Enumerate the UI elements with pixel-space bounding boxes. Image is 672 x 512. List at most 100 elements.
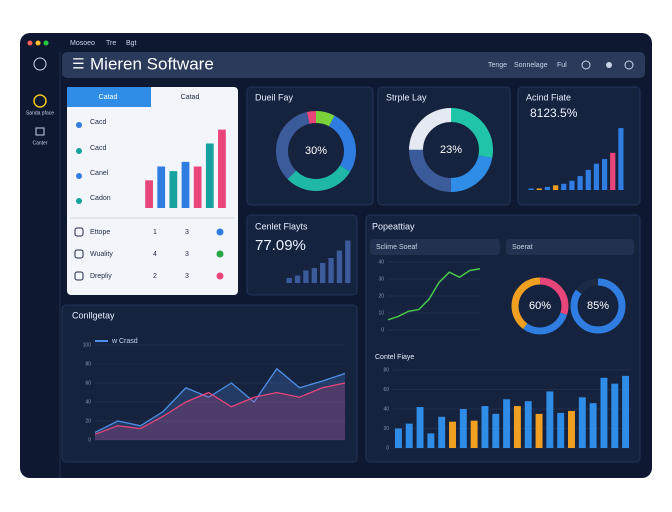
nav-label[interactable]: Canter [32, 140, 47, 146]
y-tick-label: 80 [85, 361, 91, 367]
item[interactable]: Cadon [90, 195, 111, 202]
menu-icon[interactable]: ☰ [72, 56, 85, 72]
bar [294, 275, 301, 283]
panel [61, 304, 358, 463]
panel [517, 86, 641, 206]
bar [394, 428, 402, 448]
panel-title: Acind Fiate [526, 92, 571, 102]
bar [578, 397, 586, 448]
y-tick-label: 10 [378, 310, 384, 316]
donut-center: 60% [529, 300, 551, 312]
line [94, 382, 346, 435]
donut-segment [409, 108, 493, 192]
panel-title: Contel Fiaye [375, 354, 414, 361]
bar [405, 423, 413, 448]
bar [481, 406, 489, 448]
icon[interactable] [581, 60, 591, 70]
tab-label[interactable]: Catad [99, 94, 118, 101]
area [95, 368, 345, 440]
item[interactable]: Cacd [90, 119, 106, 126]
bar [568, 410, 575, 448]
tab[interactable]: Bgt [126, 40, 137, 47]
area [95, 383, 345, 440]
row-icon [74, 227, 84, 237]
bar [336, 250, 343, 283]
menu-item[interactable]: Ful [557, 62, 567, 69]
nav-icon[interactable] [33, 94, 47, 108]
logo[interactable] [33, 57, 47, 71]
row-status [216, 228, 224, 236]
row-status [216, 272, 224, 280]
bar [492, 413, 500, 448]
donut-segment [511, 277, 569, 335]
line [387, 268, 481, 321]
select-label[interactable]: Sclime Soeaf [376, 244, 417, 251]
row-status [216, 250, 224, 258]
y-tick-label: 0 [386, 445, 389, 451]
menu-item[interactable]: Sonnelage [514, 62, 548, 69]
bar [546, 391, 554, 448]
icon[interactable] [606, 62, 612, 68]
bar [311, 268, 317, 283]
bar [157, 166, 166, 208]
row-label: Ettope [90, 229, 110, 236]
bar [585, 169, 591, 190]
tab[interactable]: Tre [106, 40, 116, 47]
bar [611, 383, 619, 448]
row-icon [74, 249, 84, 259]
bar [503, 399, 511, 448]
max-dot[interactable] [43, 40, 49, 46]
donut-segment [276, 111, 356, 191]
panel-title: Strple Lay [386, 92, 427, 102]
donut-center: 85% [587, 300, 609, 312]
panel-title: Cenlet Flayts [255, 221, 308, 231]
row-value: 4 [153, 251, 157, 258]
bar [470, 420, 478, 448]
y-tick-label: 30 [378, 276, 384, 282]
row-value: 3 [185, 229, 189, 236]
row-value: 3 [185, 251, 189, 258]
item[interactable]: Cacd [90, 145, 106, 152]
bar [524, 401, 532, 448]
icon[interactable] [624, 60, 634, 70]
menu-item[interactable]: Tenge [488, 62, 507, 69]
y-tick-label: 20 [85, 418, 91, 424]
bar [181, 161, 190, 208]
nav-icon[interactable] [35, 127, 45, 136]
bar [601, 159, 608, 190]
bar [427, 433, 435, 448]
legend-label: w Crasd [111, 338, 138, 345]
donut-segment [409, 108, 493, 192]
bar [528, 188, 534, 190]
bar [600, 377, 608, 448]
donut-segment [276, 111, 356, 191]
y-tick-label: 60 [383, 387, 389, 393]
select-label[interactable]: Soerat [512, 244, 533, 251]
bar [569, 180, 575, 190]
bar [145, 180, 153, 208]
donut-segment [276, 111, 356, 191]
tab-label[interactable]: Catad [181, 94, 200, 101]
tab[interactable]: Mosoeo [70, 40, 95, 47]
y-tick-label: 20 [383, 426, 389, 432]
bar [345, 240, 351, 283]
donut-center: 23% [440, 144, 462, 156]
bar [303, 270, 309, 283]
tab-active[interactable] [67, 87, 151, 107]
nav-label[interactable]: Sanda pface [26, 110, 54, 116]
close-dot[interactable] [27, 40, 33, 46]
item-icon [76, 198, 82, 204]
select[interactable] [506, 239, 634, 255]
select[interactable] [370, 239, 500, 255]
row-value: 1 [153, 229, 157, 236]
bar [205, 143, 214, 208]
bar [536, 188, 542, 190]
line [94, 367, 346, 433]
min-dot[interactable] [35, 40, 41, 46]
row-label: Wuality [90, 251, 113, 258]
item[interactable]: Canel [90, 170, 109, 177]
item-icon [76, 148, 82, 154]
bar [438, 416, 446, 448]
y-tick-label: 20 [378, 293, 384, 299]
